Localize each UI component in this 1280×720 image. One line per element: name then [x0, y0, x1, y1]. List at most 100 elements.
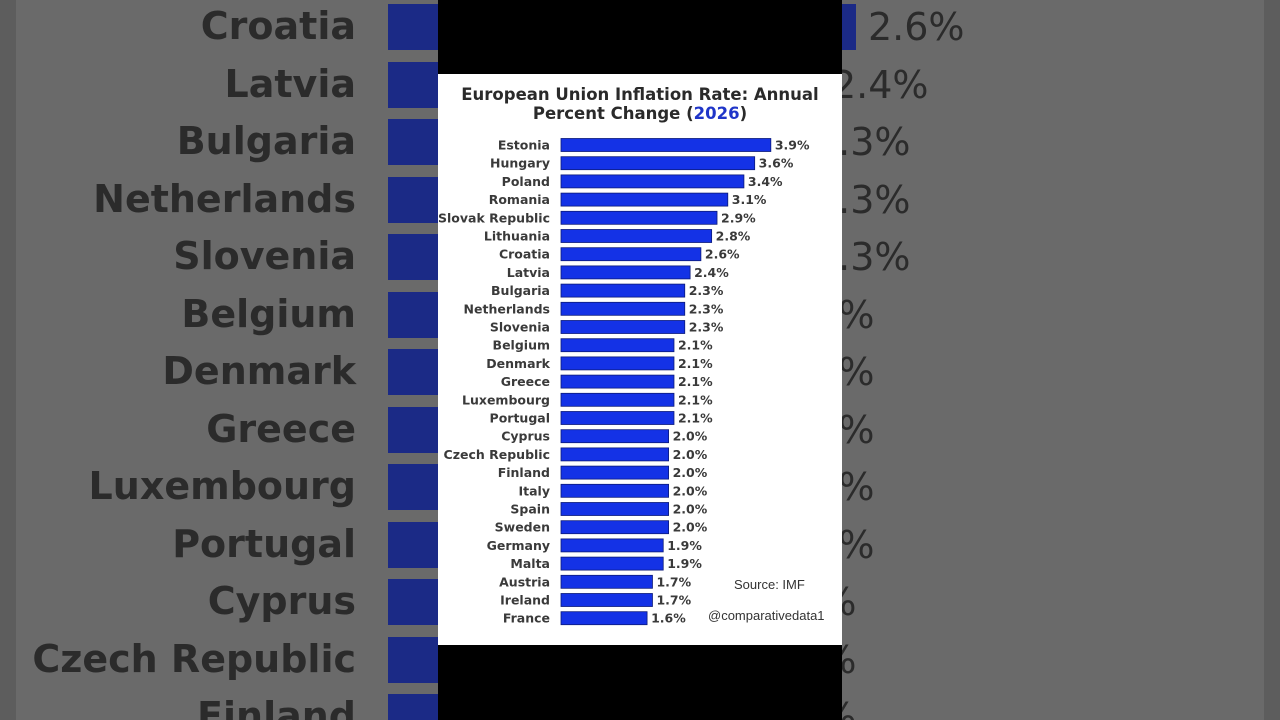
category-label: Germany [487, 538, 550, 553]
bar [560, 556, 664, 571]
background-category-label: Luxembourg [88, 464, 356, 508]
background-category-label: Belgium [181, 291, 356, 336]
bar [560, 338, 675, 353]
value-label: 2.4% [694, 265, 729, 280]
category-label: Netherlands [464, 301, 550, 316]
chart-title-line-2: Percent Change (2026) [438, 104, 842, 123]
category-label: Slovak Republic [438, 210, 550, 225]
bar [560, 229, 713, 243]
bar [560, 465, 669, 480]
background-category-label: Finland [197, 694, 356, 720]
category-label: France [503, 611, 550, 626]
category-label: Poland [502, 174, 550, 189]
category-label: Bulgaria [491, 283, 550, 298]
background-value-label: 2.4% [832, 62, 929, 107]
chart-title-prefix: Percent Change ( [532, 104, 694, 123]
background-category-label: Latvia [224, 61, 356, 106]
category-label: Croatia [499, 247, 550, 262]
value-label: 2.3% [689, 301, 724, 316]
value-label: 1.9% [667, 538, 702, 553]
value-label: 2.8% [716, 229, 751, 244]
bar-chart: Estonia 3.9% Hungary 3.6% Poland 3.4% Romania 3… [438, 138, 810, 626]
bar [560, 411, 675, 425]
background-category-label: Denmark [162, 349, 356, 393]
category-label: Spain [510, 502, 550, 517]
value-label: 1.7% [656, 593, 691, 608]
bar [560, 356, 675, 371]
category-label: Portugal [490, 411, 550, 426]
bar [560, 593, 653, 607]
background-category-label: Portugal [172, 521, 356, 566]
value-label: 2.0% [673, 483, 708, 498]
value-label: 1.6% [651, 611, 686, 626]
value-label: 2.6% [705, 247, 740, 262]
category-label: Greece [501, 374, 550, 389]
background-category-label: Cyprus [207, 579, 356, 623]
chart-title-suffix: ) [739, 104, 748, 123]
value-label: 3.6% [759, 156, 794, 171]
category-label: Ireland [500, 593, 550, 608]
value-label: 2.0% [673, 520, 708, 535]
value-label: 2.0% [673, 502, 708, 517]
value-label: 3.4% [748, 174, 783, 189]
bar [560, 320, 686, 334]
category-label: Estonia [498, 138, 550, 153]
value-label: 3.1% [732, 192, 767, 207]
background-category-label: Slovenia [173, 234, 356, 278]
category-label: Denmark [486, 356, 550, 371]
source-note: Source: IMF [734, 577, 805, 592]
value-label: 1.9% [667, 556, 702, 571]
bar [560, 283, 686, 298]
category-label: Latvia [507, 265, 550, 280]
background-category-label: Netherlands [93, 176, 356, 221]
chart-card: European Union Inflation Rate: Annual Pe… [438, 74, 842, 645]
category-label: Hungary [490, 156, 550, 171]
value-label: 2.9% [721, 210, 756, 225]
bar [560, 174, 745, 189]
bar [560, 138, 772, 152]
value-label: 2.1% [678, 338, 713, 353]
value-label: 2.3% [689, 320, 724, 335]
chart-title-year: 2026 [693, 104, 740, 123]
bar [560, 301, 686, 316]
category-label: Sweden [495, 520, 550, 535]
category-label: Finland [498, 465, 550, 480]
bar [560, 156, 756, 171]
category-label: Lithuania [484, 229, 550, 244]
value-label: 2.0% [673, 429, 708, 444]
category-label: Slovenia [490, 320, 550, 335]
credit-handle: @comparativedata1 [708, 608, 825, 623]
bar [560, 429, 669, 444]
value-label: 2.1% [678, 392, 713, 407]
bar [560, 538, 664, 553]
background-category-label: Greece [206, 406, 356, 451]
bar [560, 247, 702, 262]
chart-title-line-1: European Union Inflation Rate: Annual [461, 85, 819, 104]
bar [560, 374, 675, 389]
bar [560, 611, 648, 626]
category-label: Czech Republic [444, 447, 550, 462]
category-label: Belgium [493, 338, 550, 353]
category-label: Luxembourg [462, 392, 550, 407]
background-category-label: Czech Republic [32, 636, 356, 681]
value-label: 2.1% [678, 356, 713, 371]
bar [560, 447, 669, 462]
bar [560, 483, 669, 498]
category-label: Cyprus [501, 429, 550, 444]
category-label: Romania [489, 192, 550, 207]
bar [560, 574, 653, 589]
value-label: 1.7% [656, 574, 691, 589]
background-category-label: Bulgaria [176, 119, 356, 163]
bar [560, 265, 691, 280]
bar [560, 192, 729, 207]
category-label: Italy [519, 483, 551, 498]
bar [560, 502, 669, 516]
bar [560, 520, 669, 535]
value-label: 2.1% [678, 374, 713, 389]
background-value-label: 2.6% [868, 5, 965, 49]
category-label: Austria [499, 574, 550, 589]
background-category-label: Croatia [200, 4, 356, 48]
value-label: 2.0% [673, 465, 708, 480]
bar [560, 392, 675, 407]
value-label: 2.0% [673, 447, 708, 462]
